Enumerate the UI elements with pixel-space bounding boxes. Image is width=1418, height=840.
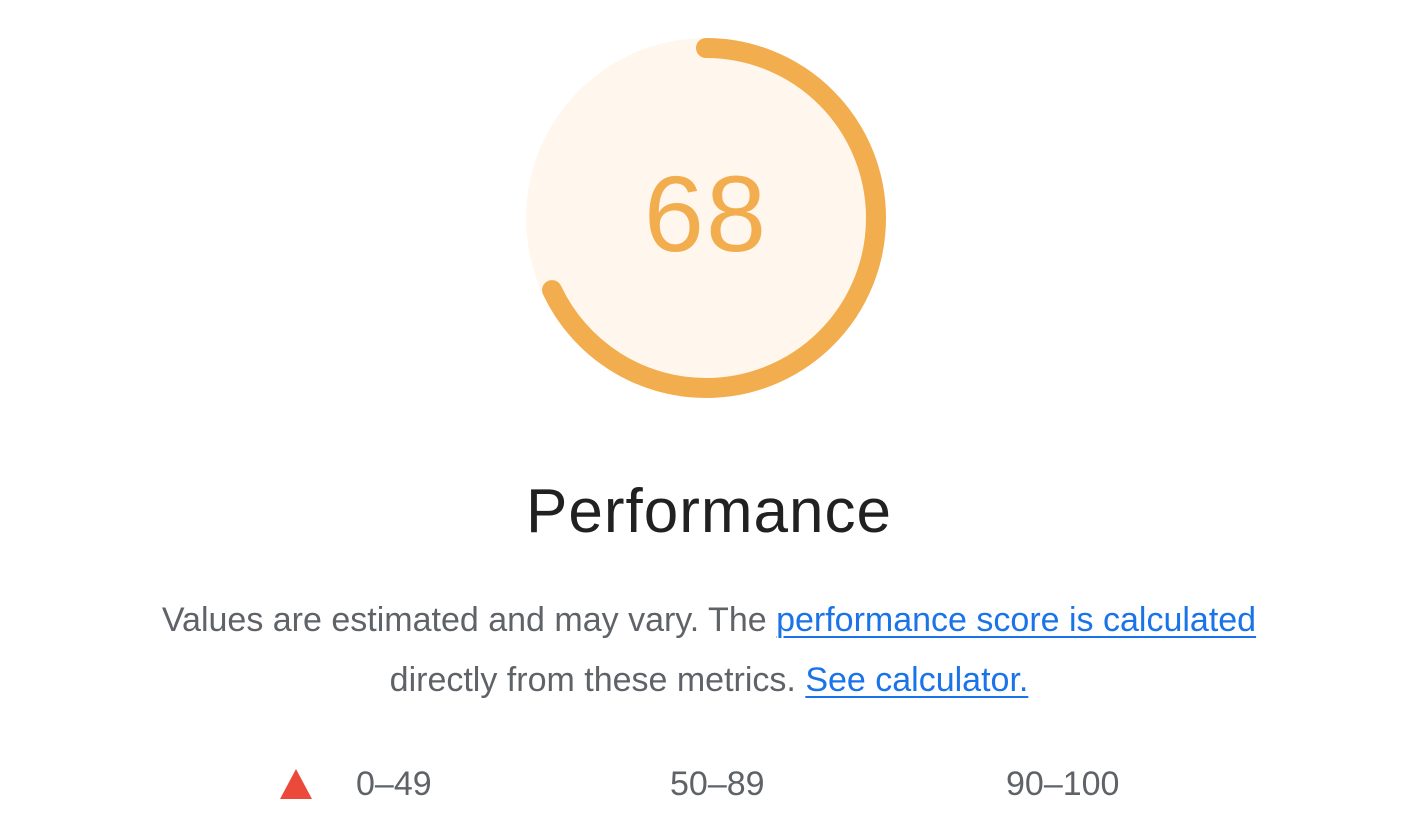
legend-pass: 90–100 [1006, 762, 1119, 806]
see-calculator-link[interactable]: See calculator. [805, 661, 1029, 699]
description-text-start: Values are estimated and may vary. The [161, 601, 777, 639]
legend-pass-range: 90–100 [1006, 764, 1120, 803]
red-triangle-icon [280, 769, 312, 799]
score-description: Values are estimated and may vary. The p… [150, 590, 1268, 710]
score-gauge-svg [526, 38, 886, 398]
legend-average: 50–89 [670, 762, 765, 806]
performance-score-calculated-link[interactable]: performance score is calculated [776, 601, 1257, 639]
legend-average-range: 50–89 [670, 764, 765, 803]
legend-fail-range: 0–49 [356, 764, 432, 803]
legend-fail: 0–49 [280, 762, 432, 806]
category-title: Performance [526, 477, 892, 546]
performance-score-gauge: 68 [524, 36, 888, 400]
score-value: 68 [643, 153, 769, 274]
gauge-arc [526, 38, 886, 398]
gauge-background [526, 38, 886, 398]
description-text-middle: directly from these metrics. [389, 661, 806, 699]
